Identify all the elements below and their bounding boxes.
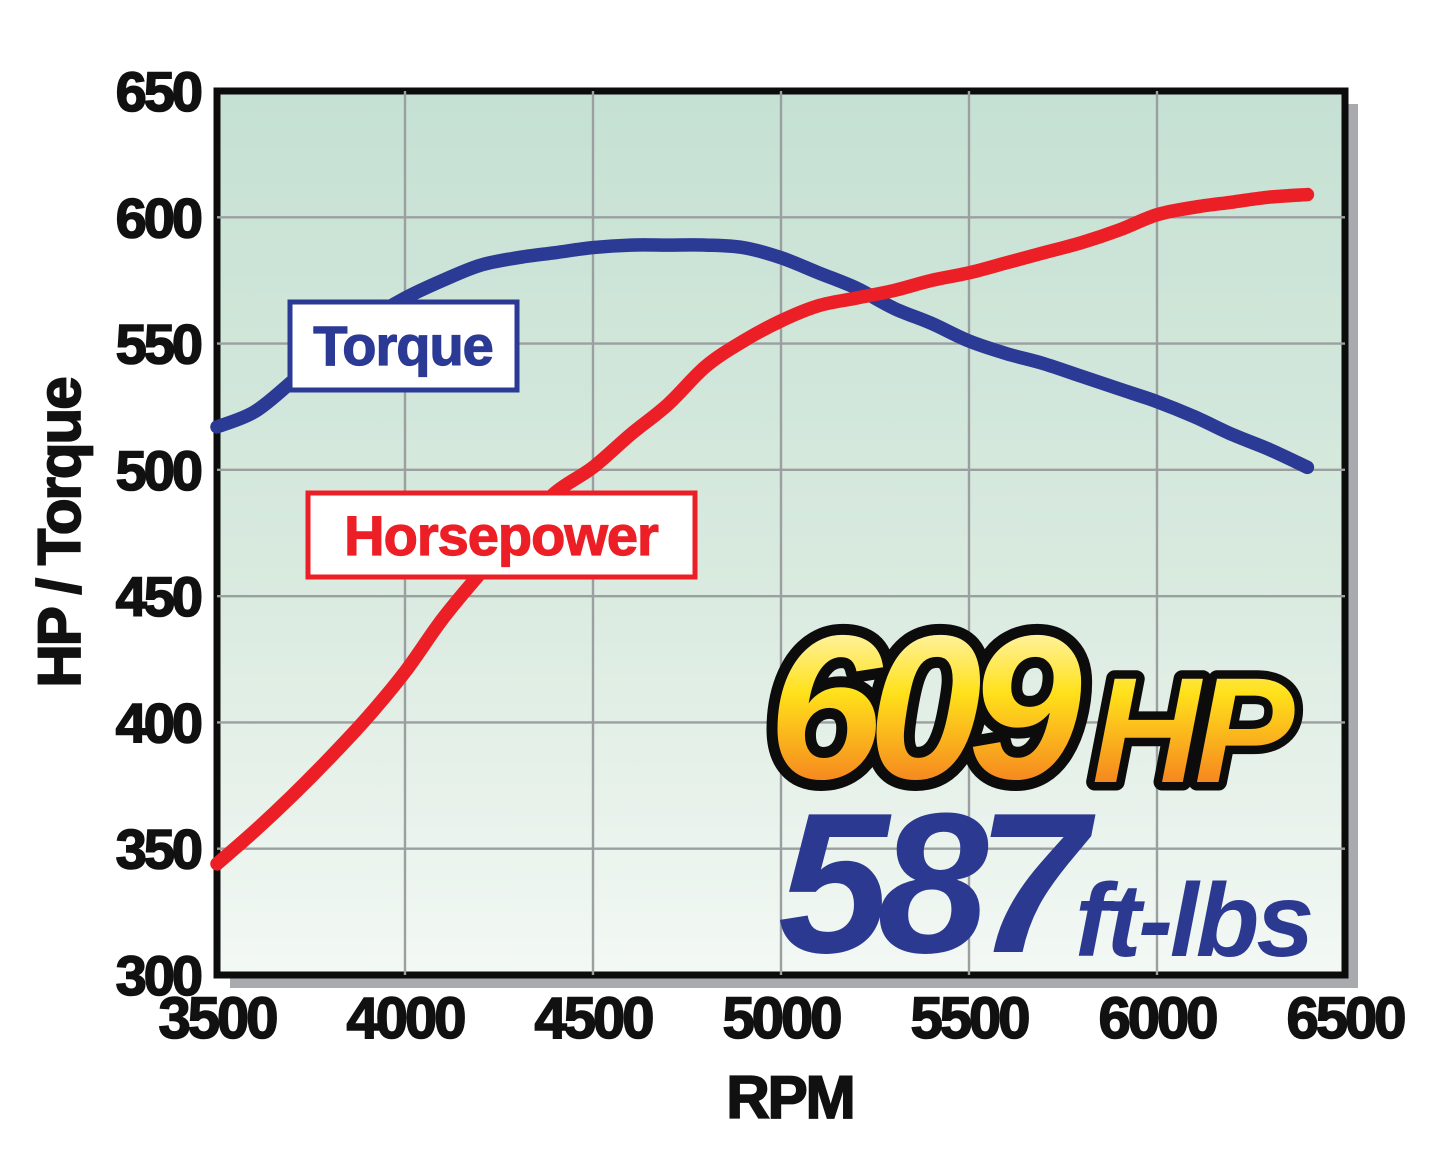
x-tick-label: 5000 bbox=[722, 986, 840, 1051]
y-tick-label: 550 bbox=[116, 313, 201, 376]
y-tick-label: 400 bbox=[116, 691, 201, 754]
peak-hp-value: 609 bbox=[768, 593, 1082, 822]
horsepower-box-frame bbox=[305, 490, 698, 580]
x-tick-label: 6000 bbox=[1098, 986, 1216, 1051]
horsepower-curve-label: Horsepower bbox=[344, 504, 658, 567]
x-tick-label: 4000 bbox=[346, 986, 464, 1051]
torque-curve-label: Torque bbox=[313, 314, 493, 377]
x-tick-label: 4500 bbox=[534, 986, 652, 1051]
y-tick-label: 650 bbox=[116, 60, 201, 123]
peak-torque-callout: 587 ft-lbs bbox=[778, 772, 1314, 995]
torque-box-frame bbox=[287, 299, 520, 393]
torque-legend-box: Torque bbox=[287, 299, 520, 393]
peak-hp-callout: 609 HP bbox=[757, 582, 1310, 833]
y-tick-label: 600 bbox=[116, 186, 201, 249]
peak-hp-unit: HP bbox=[1092, 646, 1295, 814]
y-tick-label: 500 bbox=[116, 439, 201, 502]
x-tick-label: 5500 bbox=[910, 986, 1028, 1051]
peak-torque-unit: ft-lbs bbox=[1075, 863, 1311, 979]
y-axis-tick-labels: 650 600 550 500 450 400 350 300 bbox=[115, 59, 205, 1008]
y-tick-label: 350 bbox=[116, 818, 201, 881]
x-tick-label: 6500 bbox=[1286, 986, 1404, 1051]
y-axis-title: HP / Torque bbox=[26, 378, 93, 688]
x-axis-tick-labels: 3500 4000 4500 5000 5500 6000 6500 bbox=[158, 985, 1408, 1052]
horsepower-curve bbox=[210, 187, 1315, 871]
x-tick-label: 3500 bbox=[158, 986, 276, 1051]
y-tick-label: 300 bbox=[116, 944, 201, 1007]
horsepower-legend-box: Horsepower bbox=[305, 490, 698, 580]
peak-torque-value: 587 bbox=[778, 772, 1096, 995]
y-tick-label: 450 bbox=[116, 565, 201, 628]
x-axis-title: RPM bbox=[726, 1064, 853, 1131]
